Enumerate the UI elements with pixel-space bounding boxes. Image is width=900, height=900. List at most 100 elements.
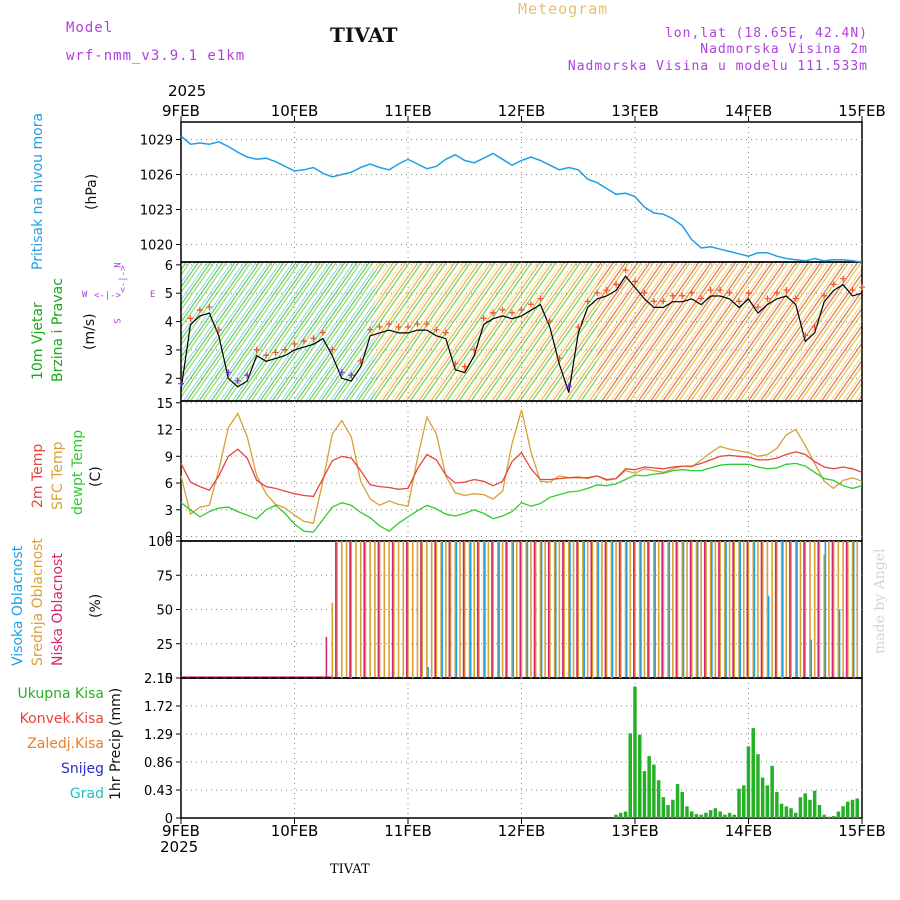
y-tick-label: 2.15	[144, 672, 173, 687]
y-tick-label: 0.86	[144, 756, 173, 771]
wind-gust-marker	[187, 315, 194, 322]
precip-bar	[633, 686, 637, 818]
wind-gust-marker	[329, 346, 336, 353]
wind-gust-marker	[556, 355, 563, 362]
station-title: TIVAT	[330, 23, 398, 47]
precip-bar	[808, 799, 812, 818]
precip-bar	[713, 808, 718, 818]
x-tick-label-bottom: 10FEB	[271, 822, 318, 840]
footer-station: TIVAT	[330, 862, 370, 877]
precip-bar	[638, 734, 642, 818]
x-tick-label-bottom: 15FEB	[838, 822, 885, 840]
y-tick-label: 1.29	[144, 728, 173, 743]
x-tick-label-bottom: 12FEB	[498, 822, 545, 840]
wind-gust-marker	[783, 287, 790, 294]
wind-gust-marker	[613, 281, 620, 288]
dewpt-temp-line	[180, 462, 863, 533]
y-tick-label: 1029	[140, 134, 173, 149]
precip-bar	[699, 814, 703, 818]
y-tick-label: 1020	[140, 239, 173, 254]
compass-e: E	[150, 290, 156, 300]
wind-gust-marker	[461, 363, 468, 370]
y-tick-label: 9	[165, 450, 173, 465]
precip-bar	[666, 805, 670, 818]
wind-gust-marker	[537, 295, 544, 302]
wind-gust-marker	[792, 295, 799, 302]
wind-gust-marker	[480, 315, 487, 322]
wind-gust-marker	[405, 323, 411, 330]
precip-bar	[690, 811, 694, 818]
wind-gust-marker	[414, 321, 421, 328]
y-tick-label: 6	[165, 477, 173, 492]
wind-speed-line	[180, 275, 863, 393]
wind-gust-marker	[206, 304, 213, 311]
precip-bar	[841, 806, 845, 818]
precip-bar	[718, 811, 722, 818]
y-tick-label: 0.43	[144, 784, 173, 799]
wind-gust-marker	[650, 298, 657, 305]
precip-bar	[803, 793, 807, 818]
precip-bar	[619, 812, 623, 818]
x-tick-label-top: 9FEB	[162, 102, 200, 120]
wind-gust-marker	[849, 287, 856, 294]
wind-gust-marker	[745, 289, 752, 296]
wind-gust-marker	[575, 323, 582, 330]
precip-bar	[680, 792, 684, 818]
y-tick-label: 100	[148, 535, 173, 550]
precip-bar	[789, 808, 793, 818]
wind-gust-marker	[660, 298, 667, 305]
x-tick-label-top: 11FEB	[384, 102, 431, 120]
wind-gust-marker	[357, 357, 364, 364]
y-tick-label: 1023	[140, 204, 173, 219]
wind-gust-marker	[509, 309, 516, 316]
y-tick-label: 3	[165, 344, 173, 359]
wind-gust-marker	[367, 326, 374, 333]
y-tick-label: 1.72	[144, 700, 173, 715]
wind-gust-marker	[310, 335, 317, 342]
temp-2m-line	[180, 448, 863, 498]
wind-gust-marker	[584, 298, 591, 305]
wind-gust-marker	[471, 346, 478, 353]
wind-gust-marker	[641, 289, 648, 296]
y-tick-label: 50	[156, 604, 173, 619]
year-top: 2025	[168, 82, 207, 100]
precip-bar	[836, 811, 841, 818]
wind-field-segment	[597, 262, 862, 401]
model-elevation-label: Nadmorska Visina u modelu 111.533m	[567, 59, 868, 74]
precip-bar	[642, 771, 647, 818]
wind-gust-marker	[518, 306, 525, 313]
wind-gust-marker	[395, 323, 402, 330]
wind-gust-marker	[736, 298, 743, 305]
wind-gust-marker	[490, 309, 497, 316]
x-tick-label-top: 10FEB	[271, 102, 318, 120]
precip-bar	[647, 756, 651, 818]
wind-gust-marker	[546, 318, 553, 325]
wind-compass: W E N S <-|-> <-|->	[80, 262, 160, 326]
wind-gust-marker	[423, 321, 430, 328]
y-tick-label: 15	[156, 397, 173, 412]
precip-bar	[827, 816, 831, 818]
wind-gust-marker	[196, 306, 203, 313]
pressure-line	[180, 135, 863, 263]
precip-bar	[628, 733, 632, 818]
y-tick-label: 1026	[140, 169, 173, 184]
precip-bar	[675, 784, 680, 818]
y-tick-label: 0	[165, 812, 173, 827]
y-tick-label: 0	[165, 531, 173, 546]
elevation-label: Nadmorska Visina 2m	[700, 42, 868, 57]
precip-bar	[727, 812, 732, 818]
model-label: Model	[66, 20, 114, 36]
wind-gust-marker	[821, 292, 828, 299]
y-tick-label: 2	[165, 372, 173, 387]
wind-gust-marker	[225, 369, 232, 376]
wind-gust-marker	[632, 278, 638, 285]
y-tick-label: 0	[165, 672, 173, 687]
precip-bar	[817, 805, 822, 818]
precip-bar	[704, 812, 708, 818]
legend-hail: Grad	[69, 786, 104, 802]
wind-gust-marker	[773, 289, 780, 296]
precip-bar	[661, 797, 666, 818]
precip-bar	[812, 790, 817, 818]
precip-bar	[765, 785, 770, 818]
precip-bar	[671, 799, 675, 818]
